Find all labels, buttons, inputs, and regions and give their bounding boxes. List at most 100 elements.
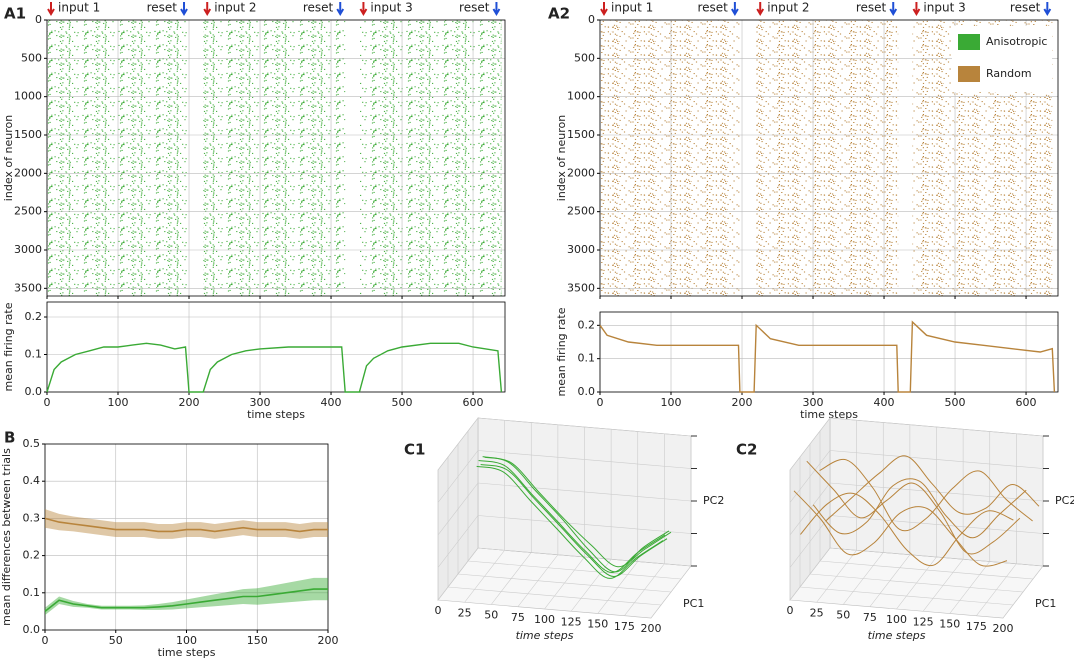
x-tick-label: 50	[109, 634, 123, 647]
legend-swatch	[958, 34, 980, 50]
x-tick-label: 500	[945, 396, 966, 409]
reset-label: reset	[459, 1, 490, 15]
grid-line	[464, 550, 505, 603]
raster-block	[600, 20, 740, 296]
y-tick-label: 0.4	[23, 474, 41, 487]
y-tick-label: 0	[588, 13, 595, 26]
grid-line	[789, 417, 831, 471]
grid-line	[789, 515, 831, 568]
y-tick-label: 2000	[14, 166, 42, 179]
grid-line	[437, 417, 479, 471]
raster-block	[756, 20, 899, 296]
mean-line	[44, 517, 328, 533]
y-axis-label: index of neuron	[555, 115, 568, 201]
grid-line	[869, 554, 911, 607]
y-tick-label: 0.0	[23, 623, 41, 636]
trajectory	[819, 458, 1033, 532]
plot-frame	[599, 311, 1059, 393]
grid-line	[437, 515, 479, 568]
y-axis-label: mean firing rate	[555, 307, 568, 396]
x-tick-label: 150	[939, 618, 960, 631]
y-tick-label: 500	[574, 51, 595, 64]
y-tick-label: 0.3	[23, 511, 41, 524]
trajectory	[825, 455, 1040, 522]
x-tick-label: 400	[874, 396, 895, 409]
arrow	[492, 2, 501, 16]
arrow	[180, 2, 188, 16]
y-tick-label: 0.1	[25, 348, 43, 361]
x-tick-label: 150	[247, 634, 268, 647]
panel-label: C1	[404, 441, 425, 459]
x-tick-label: 0	[435, 604, 442, 617]
reset-label: reset	[856, 1, 887, 15]
x-tick-label: 600	[1016, 396, 1037, 409]
input-label: input 2	[767, 1, 809, 15]
input-label: input 3	[370, 1, 412, 15]
legend-swatch	[958, 66, 980, 82]
trajectory	[806, 460, 1021, 555]
arrow	[336, 2, 345, 16]
rate-line	[46, 342, 503, 393]
x-tick-label: 200	[179, 396, 200, 409]
x-tick-label: 0	[42, 634, 49, 647]
panel-label: A2	[548, 5, 570, 23]
y-tick-label: 3000	[14, 243, 42, 256]
grid-line	[544, 556, 585, 610]
error-band	[45, 509, 328, 539]
grid-line	[477, 547, 692, 567]
grid-line	[1002, 565, 1044, 619]
grid-line	[477, 482, 692, 502]
x-tick-label: 0	[787, 604, 794, 617]
grid-line	[843, 552, 884, 605]
grid-line	[949, 561, 990, 614]
mean-line	[44, 588, 328, 613]
y-tick-label: 1000	[14, 90, 42, 103]
arrow	[1043, 2, 1052, 16]
x-tick-label: 50	[836, 609, 850, 622]
x-tick-label: 50	[484, 609, 498, 622]
x-tick-label: 150	[587, 618, 608, 631]
grid-line	[789, 482, 831, 536]
raster-block	[359, 20, 502, 296]
grid-line	[922, 559, 964, 612]
x-tick-label: 200	[318, 634, 339, 647]
grid-line	[491, 552, 532, 605]
x-tick-label: 200	[641, 622, 662, 635]
reset-label: reset	[1010, 1, 1041, 15]
input-label: input 2	[214, 1, 256, 15]
y-tick-label: 3500	[567, 281, 595, 294]
y-tick-label: 0.1	[578, 352, 596, 365]
panel-label: A1	[4, 5, 26, 23]
y-axis-label: mean firing rate	[2, 302, 15, 391]
grid-line	[624, 563, 665, 616]
y-tick-label: 1000	[567, 90, 595, 103]
arrow	[600, 2, 608, 16]
grid-line	[829, 450, 1044, 469]
grid-line	[829, 482, 1044, 502]
legend-label: Random	[986, 67, 1032, 80]
y-tick-label: 0.2	[23, 549, 41, 562]
y-axis-label: index of neuron	[2, 115, 15, 201]
x-tick-label: 25	[458, 606, 472, 619]
y-tick-label: 3500	[14, 281, 42, 294]
x-tick-label: 175	[966, 620, 987, 633]
x-axis-label: time steps	[247, 408, 305, 421]
y-tick-label: 500	[21, 51, 42, 64]
plot-frame	[46, 301, 506, 393]
x-tick-label: 100	[176, 634, 197, 647]
y-tick-label: 0.0	[578, 385, 596, 398]
grid-line	[437, 450, 479, 503]
grid-line	[650, 565, 692, 619]
rate-line	[599, 320, 1056, 393]
grid-line	[570, 559, 612, 612]
x-tick-label: 125	[561, 615, 582, 628]
reset-label: reset	[147, 1, 178, 15]
arrow	[47, 2, 55, 16]
input-label: input 3	[923, 1, 965, 15]
arrow	[912, 2, 921, 16]
x-tick-label: 0	[597, 396, 604, 409]
input-label: input 1	[58, 1, 100, 15]
plot-frame	[46, 19, 506, 297]
x-tick-label: 125	[913, 615, 934, 628]
x-tick-label: 75	[511, 611, 525, 624]
